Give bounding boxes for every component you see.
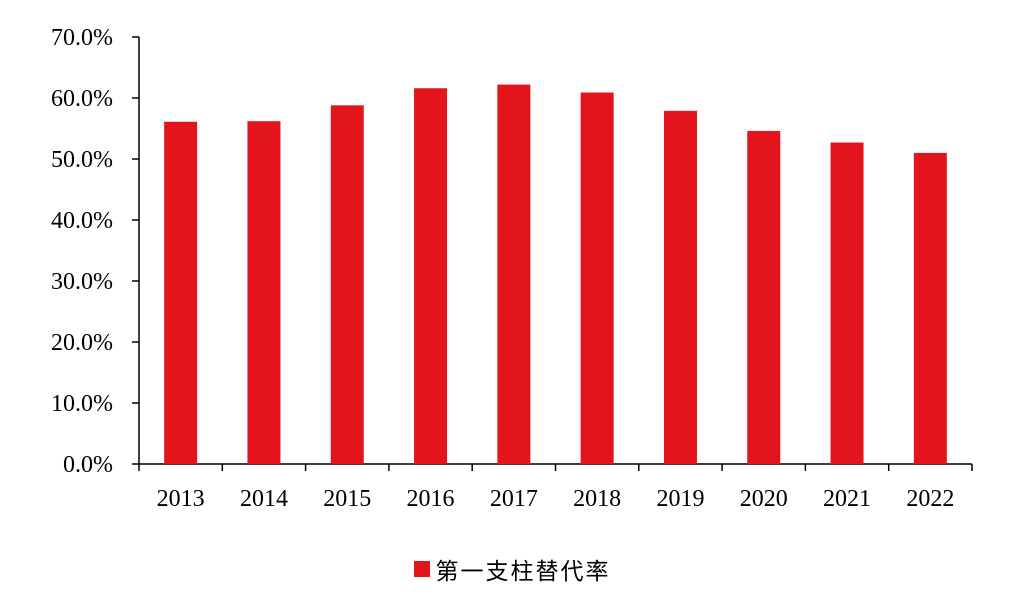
bar [913, 152, 947, 464]
legend-label: 第一支柱替代率 [435, 559, 611, 585]
x-tick-label: 2017 [490, 486, 538, 512]
bar [414, 88, 448, 465]
x-tick-label: 2018 [573, 486, 621, 512]
x-tick-label: 2016 [407, 486, 455, 512]
y-tick-label: 60.0% [51, 86, 113, 112]
x-tick-label: 2022 [906, 486, 954, 512]
y-tick-label: 20.0% [51, 330, 113, 356]
x-tick-label: 2019 [656, 486, 704, 512]
legend-item: 第一支柱替代率 [413, 552, 611, 586]
x-tick-label: 2014 [240, 486, 288, 512]
y-tick-label: 70.0% [51, 25, 113, 51]
x-tick-label: 2013 [157, 486, 205, 512]
bar [580, 92, 614, 464]
bar [830, 142, 864, 464]
x-axis: 2013 2014 2015 2016 2017 2018 2019 2020 2021 2022 [138, 463, 973, 512]
x-tick-label: 2020 [740, 486, 788, 512]
legend: 第一支柱替代率 [0, 552, 1024, 586]
legend-swatch [413, 561, 430, 577]
x-tick-label: 2015 [323, 486, 371, 512]
y-tick-label: 50.0% [51, 147, 113, 173]
bar [247, 121, 281, 465]
bars [164, 84, 947, 465]
y-tick-label: 30.0% [51, 269, 113, 295]
bar [747, 130, 781, 464]
bar [330, 105, 364, 464]
bar [497, 84, 531, 464]
bar [663, 110, 697, 464]
y-tick-label: 10.0% [51, 391, 113, 417]
y-tick-label: 0.0% [63, 452, 113, 478]
x-tick-label: 2021 [823, 486, 871, 512]
bar [164, 121, 198, 464]
y-axis: 0.0% 10.0% 20.0% 30.0% 40.0% 50.0% 60.0% 70.0% [51, 25, 140, 478]
y-tick-label: 40.0% [51, 208, 113, 234]
